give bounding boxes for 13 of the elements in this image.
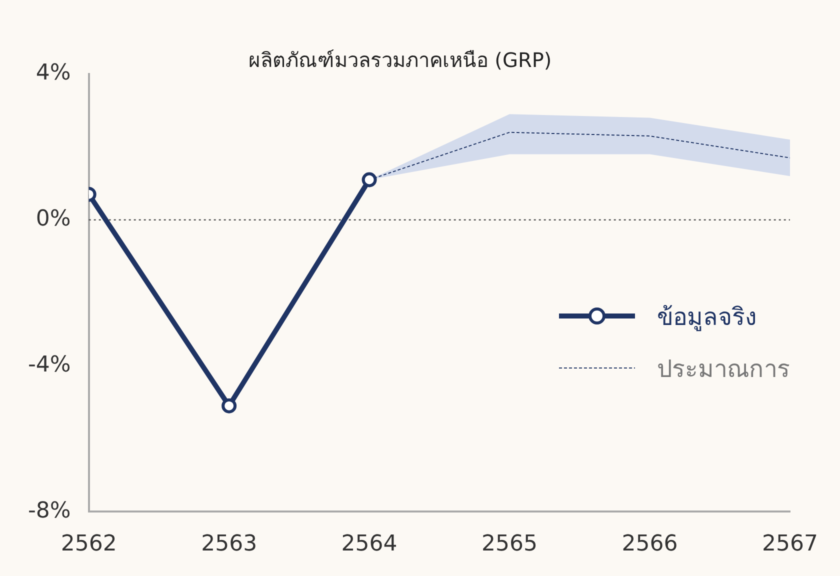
y-tick-label: -8% (28, 498, 71, 524)
x-tick-label: 2563 (201, 532, 258, 557)
chart-title: ผลิตภัณฑ์มวลรวมภาคเหนือ (GRP) (248, 48, 552, 72)
y-tick-label: 4% (36, 60, 71, 86)
legend-label: ประมาณการ (657, 354, 790, 384)
y-tick-label: -4% (28, 352, 71, 378)
legend-label: ข้อมูลจริง (657, 302, 757, 334)
x-tick-label: 2562 (60, 532, 117, 557)
x-tick-label: 2566 (622, 532, 678, 557)
x-tick-label: 2567 (762, 532, 818, 557)
y-tick-label: 0% (36, 206, 71, 232)
x-tick-label: 2564 (341, 532, 398, 557)
x-tick-label: 2565 (482, 532, 538, 557)
